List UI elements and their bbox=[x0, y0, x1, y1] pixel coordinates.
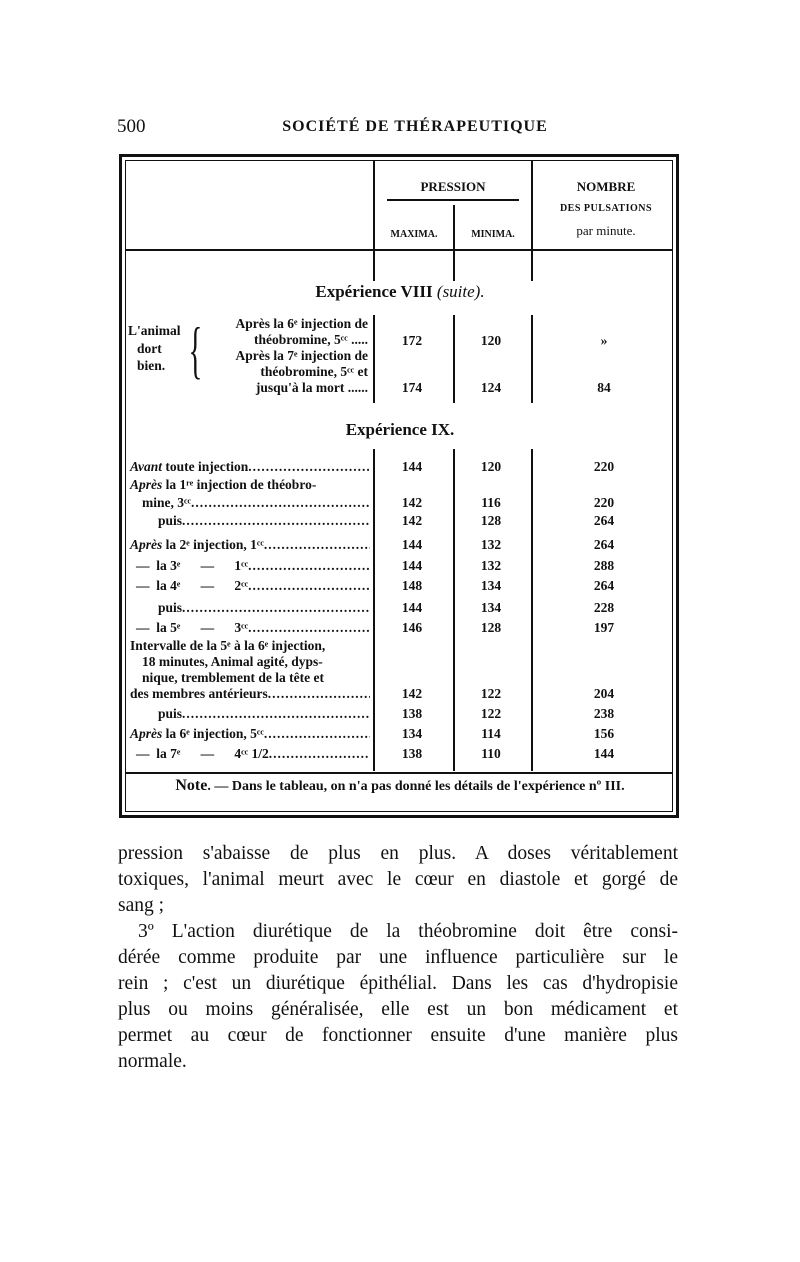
text-line: normale. bbox=[118, 1051, 187, 1072]
minima-value: 122 bbox=[480, 706, 502, 721]
row-label: Après la 7ᵉ injection de théobromine, 5ᶜᶜ… bbox=[235, 348, 368, 395]
experience-9-title: Expérience IX. bbox=[345, 420, 455, 439]
pulsations-value: 228 bbox=[593, 600, 615, 615]
body-text: pression s'abaisse de plus en plus. A do… bbox=[118, 841, 678, 1075]
group-label: dort bbox=[137, 341, 162, 356]
maxima-value: 148 bbox=[401, 578, 423, 593]
minima-value: 128 bbox=[480, 513, 502, 528]
pulsations-value: 238 bbox=[593, 706, 615, 721]
minima-value: 134 bbox=[480, 578, 502, 593]
pulsations-value: 288 bbox=[593, 558, 615, 573]
minima-value: 120 bbox=[480, 333, 502, 348]
text-line: toxiques, l'animal meurt avec le cœur en… bbox=[118, 869, 678, 890]
maxima-value: 144 bbox=[401, 459, 423, 474]
row-label: Avant toute injection bbox=[130, 459, 370, 475]
maxima-value: 138 bbox=[401, 706, 423, 721]
maxima-value: 146 bbox=[401, 620, 423, 635]
pulsations-header-2: DES PULSATIONS bbox=[559, 203, 653, 214]
row-label: Après la 2ᵉ injection, 1ᶜᶜ bbox=[130, 537, 370, 553]
col-divider bbox=[373, 161, 375, 281]
col-divider bbox=[531, 161, 533, 281]
pulsations-value: 220 bbox=[593, 459, 615, 474]
maxima-header: MAXIMA. bbox=[390, 229, 438, 240]
text-line: rein ; c'est un diurétique épithélial. D… bbox=[118, 973, 678, 994]
row-label: — la 5ᵉ — 3ᶜᶜ bbox=[130, 620, 370, 636]
maxima-value: 134 bbox=[401, 726, 423, 741]
minima-value: 132 bbox=[480, 537, 502, 552]
experience-8-title: Expérience VIII (suite). bbox=[315, 282, 485, 301]
table-note: Note. — Dans le tableau, on n'a pas donn… bbox=[175, 777, 625, 794]
row-label: puis bbox=[130, 706, 370, 722]
pression-header: PRESSION bbox=[420, 179, 486, 194]
maxima-value: 172 bbox=[401, 333, 423, 348]
row-label: des membres antérieurs bbox=[130, 686, 370, 702]
pulsations-value: » bbox=[600, 333, 608, 348]
row-label-line: Intervalle de la 5ᵉ à la 6ᵉ injection, bbox=[130, 638, 326, 653]
minima-value: 110 bbox=[481, 746, 501, 761]
row-label: Après la 6ᵉ injection de théobromine, 5ᶜᶜ… bbox=[235, 316, 368, 347]
maxima-value: 142 bbox=[401, 686, 423, 701]
text-line: sang ; bbox=[118, 895, 165, 916]
brace-icon: { bbox=[188, 314, 203, 385]
brace-icon bbox=[387, 199, 519, 201]
row-label: Après la 6ᵉ injection, 5ᶜᶜ bbox=[130, 726, 370, 742]
pulsations-value: 156 bbox=[593, 726, 615, 741]
maxima-value: 138 bbox=[401, 746, 423, 761]
maxima-value: 142 bbox=[401, 513, 423, 528]
row-label: — la 3ᵉ — 1ᶜᶜ bbox=[130, 558, 370, 574]
col-divider bbox=[453, 205, 455, 281]
pulsations-value: 204 bbox=[593, 686, 615, 701]
maxima-value: 144 bbox=[401, 537, 423, 552]
pulsations-value: 144 bbox=[593, 746, 615, 761]
minima-value: 128 bbox=[480, 620, 502, 635]
maxima-value: 144 bbox=[401, 558, 423, 573]
pulsations-value: 264 bbox=[593, 578, 615, 593]
group-label: L'animal bbox=[128, 323, 181, 338]
minima-value: 122 bbox=[480, 686, 502, 701]
text-line: dérée comme produite par une influence p… bbox=[118, 947, 678, 968]
pulsations-value: 197 bbox=[593, 620, 615, 635]
pulsations-header-3: par minute. bbox=[576, 223, 636, 238]
note-divider bbox=[126, 772, 672, 774]
minima-value: 132 bbox=[480, 558, 502, 573]
minima-value: 120 bbox=[480, 459, 502, 474]
row-label-line: Après la 1ʳᵉ injection de théobro- bbox=[130, 477, 317, 492]
page-number: 500 bbox=[117, 116, 146, 137]
row-label: — la 7ᵉ — 4ᶜᶜ 1/2 bbox=[130, 746, 370, 762]
row-label: puis bbox=[130, 600, 370, 616]
running-title: SOCIÉTÉ DE THÉRAPEUTIQUE bbox=[282, 118, 548, 135]
pulsations-value: 264 bbox=[593, 513, 615, 528]
text-line: plus ou moins généralisée, elle est un b… bbox=[118, 999, 678, 1020]
maxima-value: 142 bbox=[401, 495, 423, 510]
group-label: bien. bbox=[137, 358, 166, 373]
text-line: permet au cœur de fonctionner ensuite d'… bbox=[118, 1025, 678, 1046]
minima-value: 134 bbox=[480, 600, 502, 615]
text-line: pression s'abaisse de plus en plus. A do… bbox=[118, 843, 678, 864]
row-label-line: 18 minutes, Animal agité, dyps- bbox=[142, 654, 323, 669]
pulsations-header-1: NOMBRE bbox=[576, 179, 636, 194]
row-label: puis bbox=[130, 513, 370, 529]
row-label: — la 4ᵉ — 2ᶜᶜ bbox=[130, 578, 370, 594]
row-label-line: nique, tremblement de la tête et bbox=[142, 670, 324, 685]
pulsations-value: 84 bbox=[597, 380, 611, 395]
row-label: mine, 3ᶜᶜ bbox=[130, 495, 370, 511]
header-divider bbox=[126, 249, 672, 251]
minima-value: 116 bbox=[481, 495, 501, 510]
maxima-value: 144 bbox=[401, 600, 423, 615]
pulsations-value: 220 bbox=[593, 495, 615, 510]
text-line: 3º L'action diurétique de la théobromine… bbox=[138, 921, 678, 942]
data-table: PRESSION MAXIMA. MINIMA. NOMBRE DES PULS… bbox=[119, 154, 679, 818]
minima-value: 114 bbox=[481, 726, 501, 741]
pulsations-value: 264 bbox=[593, 537, 615, 552]
minima-value: 124 bbox=[480, 380, 502, 395]
minima-header: MINIMA. bbox=[471, 229, 515, 240]
maxima-value: 174 bbox=[401, 380, 423, 395]
